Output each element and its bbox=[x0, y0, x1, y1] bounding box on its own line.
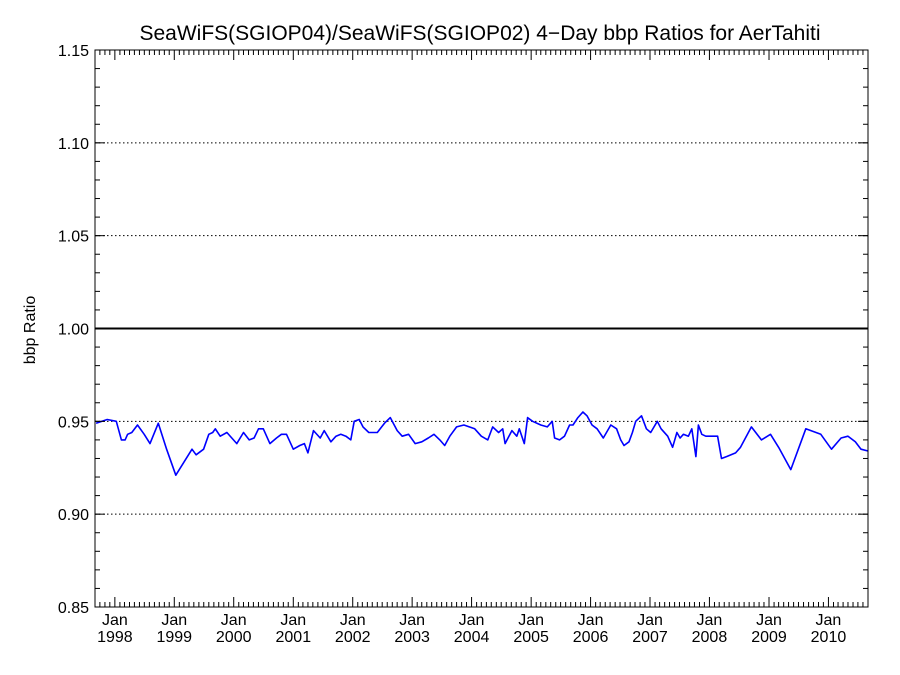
series-line bbox=[95, 411, 869, 476]
x-tick-year-label: 2005 bbox=[513, 629, 549, 646]
y-axis-label: bbp Ratio bbox=[22, 296, 39, 365]
x-tick-month-label: Jan bbox=[637, 612, 663, 629]
x-tick-month-label: Jan bbox=[459, 612, 485, 629]
x-tick-year-label: 1998 bbox=[97, 629, 133, 646]
y-tick-label: 1.05 bbox=[58, 229, 89, 246]
y-tick-label: 1.00 bbox=[58, 322, 89, 339]
y-tick-label: 1.15 bbox=[58, 43, 89, 60]
x-tick-month-label: Jan bbox=[697, 612, 723, 629]
x-tick-year-label: 2000 bbox=[216, 629, 252, 646]
x-tick-month-label: Jan bbox=[399, 612, 425, 629]
x-tick-month-label: Jan bbox=[518, 612, 544, 629]
x-tick-year-label: 2002 bbox=[335, 629, 371, 646]
y-tick-label: 0.95 bbox=[58, 414, 89, 431]
x-tick-year-label: 2004 bbox=[454, 629, 490, 646]
x-tick-year-label: 2010 bbox=[811, 629, 847, 646]
x-tick-month-label: Jan bbox=[102, 612, 128, 629]
grid-lines bbox=[95, 142, 868, 515]
x-tick-month-label: Jan bbox=[221, 612, 247, 629]
x-tick-month-label: Jan bbox=[578, 612, 604, 629]
chart-title: SeaWiFS(SGIOP04)/SeaWiFS(SGIOP02) 4−Day … bbox=[139, 22, 820, 45]
axis-ticks: 0.850.900.951.001.051.101.15Jan1998Jan19… bbox=[58, 43, 869, 646]
y-tick-label: 0.90 bbox=[58, 507, 89, 524]
x-tick-year-label: 2009 bbox=[751, 629, 787, 646]
x-tick-year-label: 2003 bbox=[394, 629, 430, 646]
x-tick-month-label: Jan bbox=[340, 612, 366, 629]
x-tick-month-label: Jan bbox=[756, 612, 782, 629]
y-axis-label-group: bbp Ratio bbox=[22, 296, 39, 365]
x-tick-year-label: 2007 bbox=[632, 629, 668, 646]
x-tick-month-label: Jan bbox=[280, 612, 306, 629]
x-tick-year-label: 2008 bbox=[692, 629, 728, 646]
x-tick-year-label: 2006 bbox=[573, 629, 609, 646]
y-tick-label: 1.10 bbox=[58, 136, 89, 153]
y-tick-label: 0.85 bbox=[58, 600, 89, 617]
x-tick-year-label: 1999 bbox=[156, 629, 192, 646]
x-tick-year-label: 2001 bbox=[276, 629, 312, 646]
x-tick-month-label: Jan bbox=[816, 612, 842, 629]
x-tick-month-label: Jan bbox=[161, 612, 187, 629]
